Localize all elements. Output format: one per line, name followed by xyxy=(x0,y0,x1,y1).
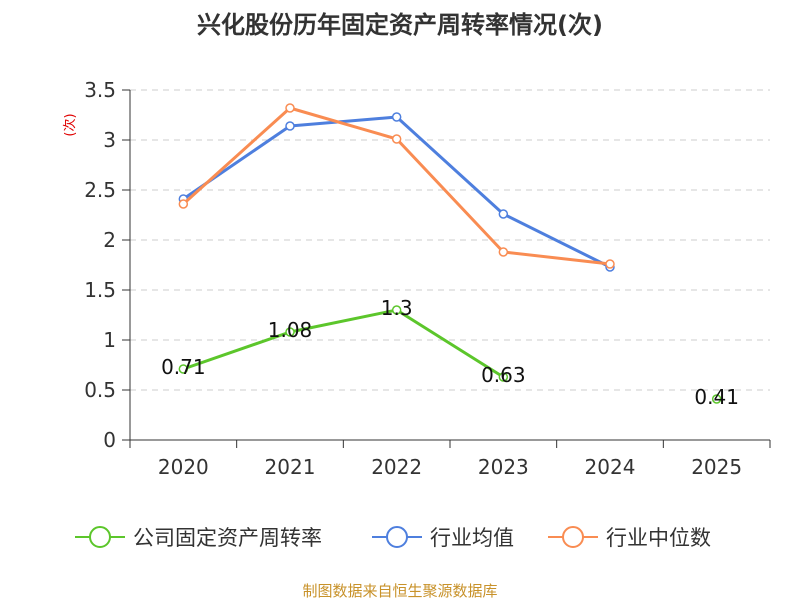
data-point xyxy=(391,134,402,144)
y-tick-label: 3 xyxy=(103,128,116,152)
legend-marker-circle xyxy=(89,526,111,548)
x-tick-label: 2022 xyxy=(371,455,422,479)
data-label: 1.08 xyxy=(268,318,313,342)
x-tick-label: 2021 xyxy=(265,455,316,479)
data-point xyxy=(498,247,509,257)
chart-title: 兴化股份历年固定资产周转率情况(次) xyxy=(197,11,603,39)
y-tick-label: 1 xyxy=(103,328,116,352)
data-point xyxy=(711,394,722,404)
y-tick-label: 2.5 xyxy=(84,178,116,202)
data-point xyxy=(391,305,402,315)
y-tick-label: 1.5 xyxy=(84,278,116,302)
data-point xyxy=(498,372,509,382)
y-tick-label: 3.5 xyxy=(84,78,116,102)
source-note: 制图数据来自恒生聚源数据库 xyxy=(302,582,497,600)
data-label: 0.63 xyxy=(481,363,526,387)
y-tick-label: 2 xyxy=(103,228,116,252)
data-labels: 0.71 1.08 1.3 0.63 0.41 xyxy=(161,296,739,409)
legend-marker-circle xyxy=(562,526,584,548)
data-point xyxy=(605,259,615,269)
y-axis-label: (次) xyxy=(62,113,78,136)
series-line xyxy=(182,106,611,266)
legend-label: 行业均值 xyxy=(430,526,514,550)
data-point xyxy=(178,199,189,209)
y-tick-label: 0.5 xyxy=(84,378,116,402)
data-point xyxy=(178,364,189,374)
series xyxy=(178,103,722,404)
x-tick-label: 2024 xyxy=(585,455,636,479)
axes: 0 0.5 1 1.5 2 2.5 3 3.5 2020 2021 2022 2023 2024 2025 xyxy=(84,78,771,479)
grid xyxy=(130,89,770,391)
data-point xyxy=(391,112,402,122)
x-tick-label: 2025 xyxy=(691,455,742,479)
data-point xyxy=(498,209,509,219)
data-label: 0.41 xyxy=(694,385,739,409)
legend: 公司固定资产周转率 行业均值 行业中位数 xyxy=(75,526,711,550)
y-tick-label: 0 xyxy=(103,428,116,452)
data-point xyxy=(285,103,295,113)
legend-label: 公司固定资产周转率 xyxy=(133,526,322,550)
data-point xyxy=(285,327,295,337)
x-tick-label: 2023 xyxy=(478,455,529,479)
data-point xyxy=(285,121,295,131)
x-tick-label: 2020 xyxy=(158,455,209,479)
data-label: 1.3 xyxy=(381,296,413,320)
series-line xyxy=(182,308,505,379)
legend-marker-circle xyxy=(386,526,408,548)
legend-label: 行业中位数 xyxy=(606,526,711,550)
data-label: 0.71 xyxy=(161,355,206,379)
